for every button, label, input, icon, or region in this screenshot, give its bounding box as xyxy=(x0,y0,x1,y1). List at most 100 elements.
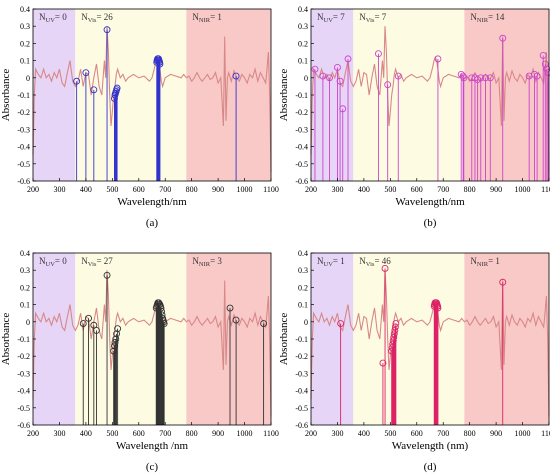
region-uv xyxy=(311,9,354,181)
marker-519 xyxy=(391,323,399,331)
y-tick-label: 0.4 xyxy=(298,249,308,258)
x-tick-label: 500 xyxy=(106,185,118,194)
y-tick-label: -0.3 xyxy=(17,369,30,378)
y-tick-label: -0.6 xyxy=(17,177,30,186)
x-tick-label: 800 xyxy=(186,429,198,438)
region-label-vis: NVis= 26 xyxy=(81,12,113,24)
x-tick-label: 400 xyxy=(358,185,370,194)
y-tick-label: 0.2 xyxy=(298,39,308,48)
x-tick-label: 500 xyxy=(106,429,118,438)
marker-680 xyxy=(434,55,442,63)
y-tick-label: -0.1 xyxy=(295,91,308,100)
marker-312 xyxy=(337,320,345,327)
y-tick-label: -0.4 xyxy=(17,143,30,152)
x-tick-label: 700 xyxy=(159,429,171,438)
marker-1055 xyxy=(533,72,541,80)
x-axis-label: Wavelength/nm xyxy=(117,196,187,208)
region-label-vis: NVis= 46 xyxy=(359,256,391,268)
y-tick-label: 0.1 xyxy=(298,57,308,66)
x-tick-label: 900 xyxy=(490,185,502,194)
x-tick-label: 400 xyxy=(358,429,370,438)
y-tick-label: -0.5 xyxy=(17,160,30,169)
y-tick-label: -0.5 xyxy=(295,160,308,169)
region-label-nir: NNIR= 1 xyxy=(192,12,222,24)
marker-530 xyxy=(394,72,402,80)
marker-925 xyxy=(499,34,507,42)
marker-300 xyxy=(333,64,341,71)
x-tick-label: 600 xyxy=(411,185,423,194)
y-tick-label: -0.4 xyxy=(17,387,30,396)
marker-945 xyxy=(226,304,234,312)
marker-517 xyxy=(391,326,399,334)
y-tick-label: -0.2 xyxy=(17,108,30,117)
y-tick-label: 0.3 xyxy=(20,22,30,31)
marker-684 xyxy=(157,304,165,312)
marker-1078 xyxy=(539,51,547,59)
x-tick-label: 200 xyxy=(305,429,317,438)
y-tick-label: 0.2 xyxy=(20,283,30,292)
x-tick-label: 1100 xyxy=(263,185,279,194)
x-tick-label: 800 xyxy=(186,185,198,194)
y-axis-label: Absorbance xyxy=(0,313,12,366)
x-tick-label: 200 xyxy=(305,185,317,194)
y-tick-label: 0.4 xyxy=(20,5,30,14)
x-tick-label: 800 xyxy=(464,429,476,438)
y-axis-label: Absorbance xyxy=(0,69,12,122)
y-tick-label: 0.3 xyxy=(298,266,308,275)
panel-label: (d) xyxy=(424,461,437,473)
x-tick-label: 600 xyxy=(133,429,145,438)
x-tick-label: 300 xyxy=(53,429,65,438)
marker-513 xyxy=(390,333,398,341)
marker-390 xyxy=(79,320,87,327)
marker-480 xyxy=(103,26,111,34)
y-axis-label: Absorbance xyxy=(278,313,290,366)
region-nir xyxy=(464,253,549,425)
y-tick-label: 0 xyxy=(304,318,308,327)
marker-968 xyxy=(232,72,240,80)
marker-686 xyxy=(158,308,165,315)
marker-215 xyxy=(311,65,319,73)
y-tick-label: -0.5 xyxy=(295,404,308,413)
panel-label: (a) xyxy=(146,217,159,229)
y-tick-label: 0.3 xyxy=(298,22,308,31)
x-axis-label: Wavelength /nm xyxy=(116,440,189,452)
panel-2: NUV= 0 NVis= 27 NNIR= 3 -0.6 -0.5 -0.4 -0.3 -0.… xyxy=(0,249,279,473)
marker-455 xyxy=(374,50,382,58)
marker-778 xyxy=(460,74,468,82)
marker-480 xyxy=(381,265,389,272)
y-tick-label: -0.5 xyxy=(17,404,30,413)
x-tick-label: 200 xyxy=(27,185,39,194)
marker-1097 xyxy=(544,69,550,77)
x-tick-label: 700 xyxy=(437,185,449,194)
marker-860 xyxy=(482,74,489,82)
y-tick-label: -0.1 xyxy=(17,91,30,100)
marker-680 xyxy=(434,304,442,312)
y-tick-label: 0.3 xyxy=(20,266,30,275)
marker-270 xyxy=(326,74,333,82)
y-axis-label: Absorbance xyxy=(278,69,290,122)
panel-1: NUV= 7 NVis= 7 NNIR= 14 -0.6 -0.5 -0.4 -0.3 -0.… xyxy=(278,5,550,229)
marker-1072 xyxy=(260,320,268,327)
marker-520 xyxy=(114,325,122,333)
region-label-nir: NNIR= 1 xyxy=(470,256,500,268)
spectrum-line xyxy=(32,270,272,417)
x-axis-label: Wavelength/nm xyxy=(395,196,465,208)
marker-365 xyxy=(73,77,81,85)
region-nir xyxy=(186,253,271,425)
region-label-uv: NUV= 7 xyxy=(317,12,345,24)
y-tick-label: 0.2 xyxy=(20,39,30,48)
region-vis xyxy=(75,9,187,181)
region-uv xyxy=(33,253,76,425)
x-tick-label: 400 xyxy=(80,185,92,194)
x-tick-label: 1000 xyxy=(237,185,253,194)
y-tick-label: 0.1 xyxy=(20,57,30,66)
x-tick-label: 200 xyxy=(27,429,39,438)
region-label-uv: NUV= 0 xyxy=(39,256,67,268)
y-tick-label: 0.1 xyxy=(298,301,308,310)
y-tick-label: -0.1 xyxy=(295,335,308,344)
y-tick-label: -0.2 xyxy=(17,352,30,361)
y-tick-label: 0.2 xyxy=(298,283,308,292)
marker-340 xyxy=(344,55,352,63)
region-label-nir: NNIR= 3 xyxy=(192,256,222,268)
y-tick-label: 0.1 xyxy=(20,301,30,310)
